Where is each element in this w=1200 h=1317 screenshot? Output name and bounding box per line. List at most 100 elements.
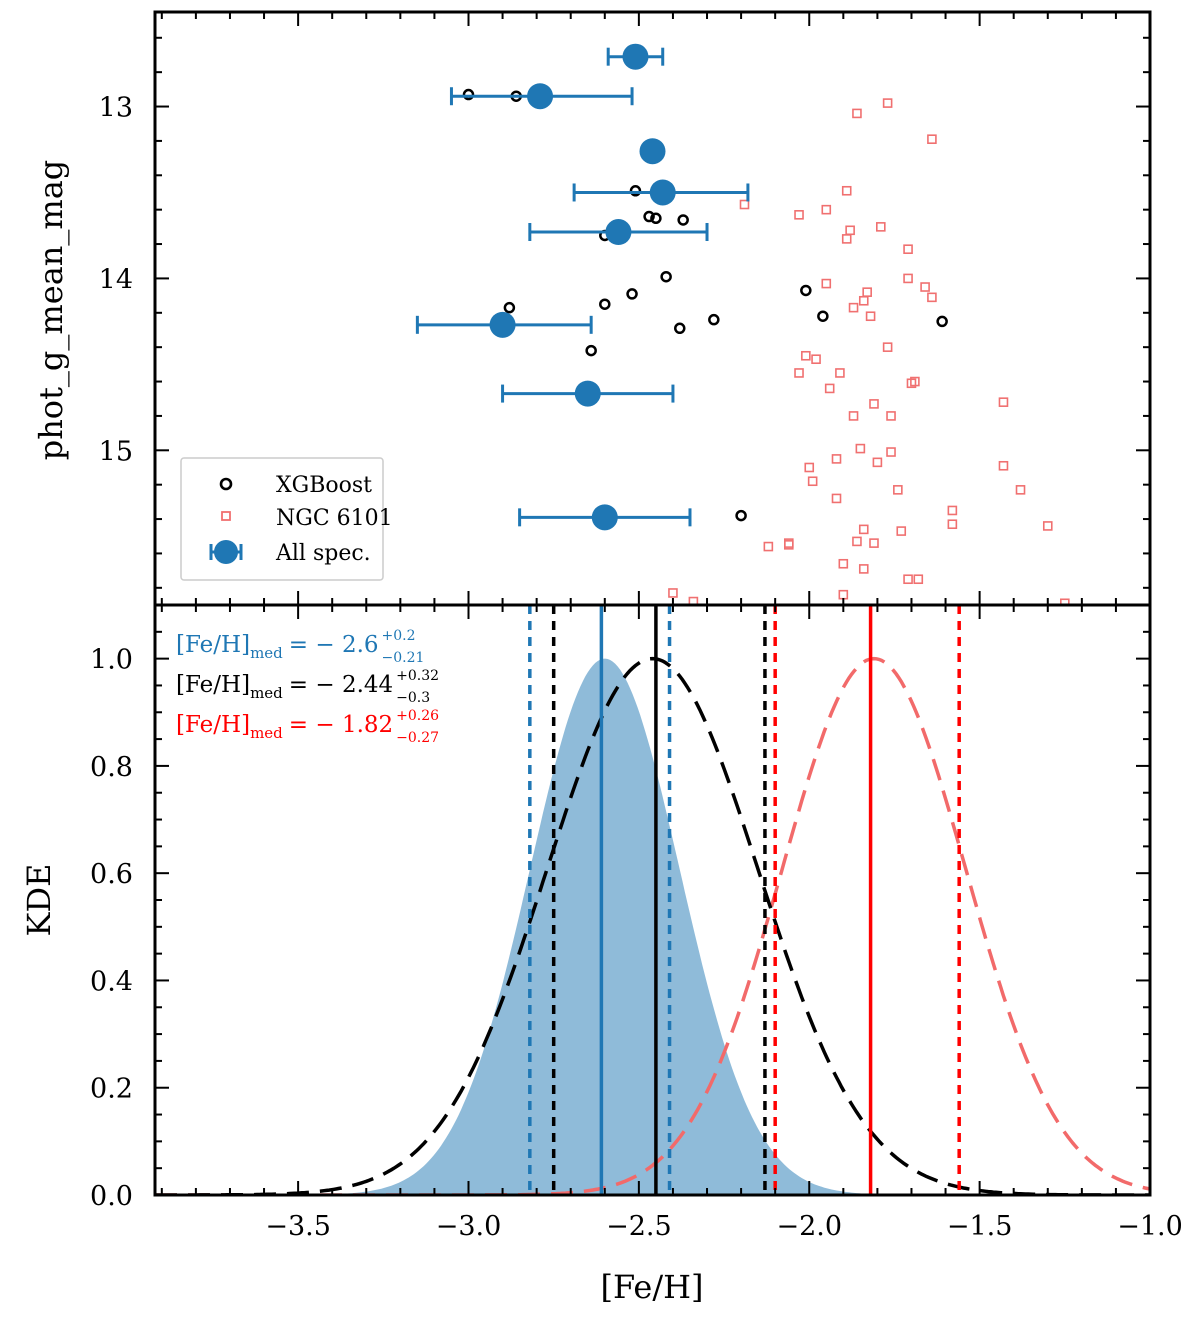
- bottom-xtick-label: −3.5: [265, 1211, 331, 1242]
- ngc6101-point: [807, 476, 818, 487]
- ngc6101-point: [831, 454, 842, 464]
- ngc6101-point: [1015, 485, 1026, 495]
- ngc6101-point: [821, 204, 832, 215]
- ngc6101-point: [927, 134, 937, 144]
- legend-allspec-label: All spec.: [275, 541, 371, 566]
- annotation-subscript: med: [250, 644, 283, 662]
- ngc6101-point: [858, 524, 869, 535]
- bottom-xtick-label: −1.5: [947, 1211, 1013, 1242]
- annotation-value: = − 1.82: [289, 712, 393, 738]
- annotation-sup: +0.26: [396, 708, 439, 724]
- allspec-point: [591, 504, 618, 531]
- ngc6101-point: [794, 368, 804, 378]
- ngc6101-point: [855, 443, 866, 454]
- median-annotation-1: [Fe/H]med = − 2.44: [176, 672, 393, 702]
- xgboost-point: [735, 509, 747, 522]
- ngc6101-point: [821, 278, 832, 289]
- bottom-xtick-label: −2.0: [776, 1211, 842, 1242]
- annotation-sub: −0.21: [382, 650, 425, 666]
- top-panel: 13 14 15 phot_g_mean_mag XGBoost NGC 6101 …: [32, 10, 1152, 607]
- annotation-value: = − 2.6: [289, 632, 379, 658]
- ngc6101-point: [852, 108, 862, 119]
- xgboost-point: [674, 322, 686, 335]
- ngc6101-point: [763, 541, 774, 552]
- median-annotations: [Fe/H]med = − 2.6 +0.2−0.21[Fe/H]med = − 2.…: [176, 628, 439, 746]
- ngc6101-point: [858, 295, 869, 306]
- ngc6101-point: [862, 287, 872, 297]
- bottom-axes-frame: [153, 603, 1152, 1197]
- bottom-ytick-label: 0.4: [90, 966, 133, 997]
- median-annotation-2: [Fe/H]med = − 1.82: [176, 712, 393, 742]
- bottom-ytick-label: 0.0: [90, 1181, 133, 1212]
- ngc6101-point: [947, 505, 958, 516]
- ngc6101-point: [998, 460, 1009, 471]
- ngc6101-point: [688, 596, 699, 605]
- ngc6101-point: [865, 311, 876, 322]
- top-data-layer: [415, 43, 1070, 605]
- xgboost-point: [643, 210, 655, 223]
- legend-allspec-marker: [214, 540, 238, 564]
- ngc6101-point: [801, 350, 811, 361]
- xgboost-point: [677, 214, 689, 226]
- ngc6101-point: [872, 457, 883, 468]
- top-ytick-label: 13: [99, 93, 133, 124]
- ngc6101-point: [920, 282, 930, 292]
- ngc6101-kde-curve: [155, 656, 1150, 1195]
- ngc6101-point: [838, 589, 849, 600]
- ngc6101-point: [824, 383, 835, 394]
- ngc6101-point: [848, 302, 859, 313]
- ngc6101-point: [903, 244, 913, 254]
- ngc6101-point: [913, 574, 924, 585]
- xgboost-kde-curve: [155, 656, 1150, 1195]
- ngc6101-point: [835, 368, 845, 378]
- ngc6101-point: [811, 354, 821, 365]
- allspec-point: [639, 138, 666, 165]
- xgboost-point: [585, 344, 597, 357]
- legend-ngc-label: NGC 6101: [276, 506, 393, 531]
- ngc6101-point: [998, 397, 1009, 407]
- allspec-point: [622, 43, 649, 70]
- ngc6101-point: [1060, 598, 1070, 605]
- median-annotation-0: [Fe/H]med = − 2.6: [176, 632, 379, 662]
- ngc6101-point: [896, 526, 907, 536]
- ngc6101-point: [794, 210, 804, 220]
- ngc6101-point: [804, 462, 815, 473]
- ngc6101-point: [876, 222, 886, 232]
- annotation-sub: −0.3: [396, 690, 430, 706]
- ngc6101-point: [852, 536, 862, 547]
- bottom-ytick-label: 0.8: [90, 752, 133, 783]
- ngc6101-point: [882, 98, 893, 108]
- xgboost-point: [936, 315, 948, 328]
- annotation-sub: −0.27: [396, 730, 439, 746]
- ngc6101-point: [858, 564, 869, 574]
- xgboost-point: [800, 284, 812, 297]
- ngc6101-point: [903, 574, 913, 585]
- ngc6101-point: [838, 558, 849, 569]
- ngc6101-point: [845, 225, 855, 236]
- top-ytick-label: 15: [99, 436, 133, 467]
- ngc6101-point: [927, 292, 937, 303]
- annotation-label: [Fe/H]: [176, 712, 250, 738]
- xgboost-point: [629, 185, 642, 197]
- allspec-point: [489, 311, 516, 338]
- bottom-ytick-label: 0.6: [90, 859, 133, 890]
- legend-xgboost-label: XGBoost: [276, 473, 372, 498]
- annotation-sup: +0.32: [396, 668, 439, 684]
- ngc6101-point: [831, 493, 842, 504]
- annotation-label: [Fe/H]: [176, 632, 250, 658]
- xgboost-point: [599, 298, 611, 310]
- allspec-point: [527, 83, 554, 110]
- bottom-ylabel: KDE: [20, 864, 58, 937]
- allspec-kde-fill: [155, 658, 1150, 1195]
- top-ylabel: phot_g_mean_mag: [32, 160, 70, 461]
- annotation-value: = − 2.44: [289, 672, 393, 698]
- bottom-xtick-label: −3.0: [436, 1211, 502, 1242]
- ngc6101-point: [1042, 521, 1053, 531]
- annotation-subscript: med: [250, 724, 283, 742]
- allspec-point: [605, 219, 632, 246]
- bottom-panel: 0.0 0.2 0.4 0.6 0.8 1.0 −3.5 −3.0 −2.5 −2.0 −1.5 −1…: [20, 603, 1183, 1306]
- bottom-ytick-label: 0.2: [90, 1074, 133, 1105]
- legend: XGBoost NGC 6101 All spec.: [180, 457, 393, 581]
- ngc6101-point: [848, 411, 859, 421]
